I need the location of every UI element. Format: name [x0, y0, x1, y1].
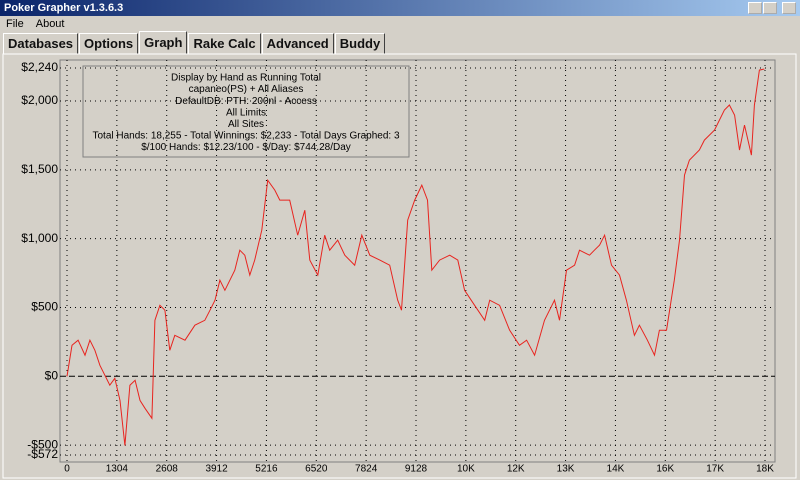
- menu-bar: File About: [0, 16, 70, 32]
- tab[interactable]: Advanced: [261, 33, 334, 54]
- tab[interactable]: Rake Calc: [188, 33, 261, 54]
- info-line: DefaultDB: PTH: 200nl - Access: [175, 96, 317, 107]
- y-tick-label: $0: [45, 368, 59, 382]
- x-tick-label: 3912: [205, 464, 228, 475]
- tab[interactable]: Databases: [3, 33, 79, 54]
- info-line: Display by Hand as Running Total: [171, 73, 321, 84]
- maximize-button[interactable]: [763, 2, 777, 14]
- y-tick-label: $2,240: [21, 60, 58, 74]
- y-tick-label: -$572: [27, 447, 58, 461]
- x-tick-label: 9128: [405, 464, 428, 475]
- minimize-button[interactable]: [748, 2, 762, 14]
- close-button[interactable]: [782, 2, 796, 14]
- x-tick-label: 1304: [106, 464, 129, 475]
- menu-item[interactable]: File: [6, 18, 24, 30]
- plot-frame: [59, 59, 776, 463]
- info-line: All Sites: [228, 119, 264, 130]
- x-tick-label: 16K: [656, 464, 674, 475]
- info-line: Total Hands: 18,255 - Total Winnings: $2…: [92, 131, 399, 142]
- y-tick-label: -$500: [27, 437, 58, 451]
- y-tick-label: $1,500: [21, 162, 58, 176]
- y-tick-label: $500: [31, 300, 58, 314]
- info-box: [82, 65, 410, 158]
- running-total-line: [66, 68, 765, 446]
- info-line: capaneo(PS) + All Aliases: [189, 84, 304, 95]
- x-tick-label: 17K: [706, 464, 724, 475]
- tab[interactable]: Graph: [139, 31, 188, 54]
- x-tick-label: 18K: [756, 464, 774, 475]
- tab[interactable]: Options: [79, 33, 139, 54]
- tab-bar: Databases Options Graph Rake Calc Advanc…: [3, 31, 386, 54]
- x-tick-label: 14K: [607, 464, 625, 475]
- x-tick-label: 0: [64, 464, 70, 475]
- x-tick-label: 5216: [255, 464, 278, 475]
- tab[interactable]: Buddy: [334, 33, 386, 54]
- info-line: All Limits: [226, 107, 266, 118]
- y-tick-label: $1,000: [21, 231, 58, 245]
- info-line: $/100 Hands: $12.23/100 - $/Day: $744.28…: [141, 142, 351, 153]
- x-tick-label: 12K: [507, 464, 525, 475]
- title-bar: Poker Grapher v1.3.6.3: [0, 0, 800, 16]
- x-tick-label: 10K: [457, 464, 475, 475]
- x-tick-label: 13K: [557, 464, 575, 475]
- window-title: Poker Grapher v1.3.6.3: [4, 2, 124, 14]
- x-tick-label: 6520: [305, 464, 328, 475]
- y-tick-label: $2,000: [21, 93, 58, 107]
- x-tick-label: 7824: [355, 464, 378, 475]
- menu-item[interactable]: About: [35, 18, 65, 30]
- x-tick-label: 2608: [156, 464, 179, 475]
